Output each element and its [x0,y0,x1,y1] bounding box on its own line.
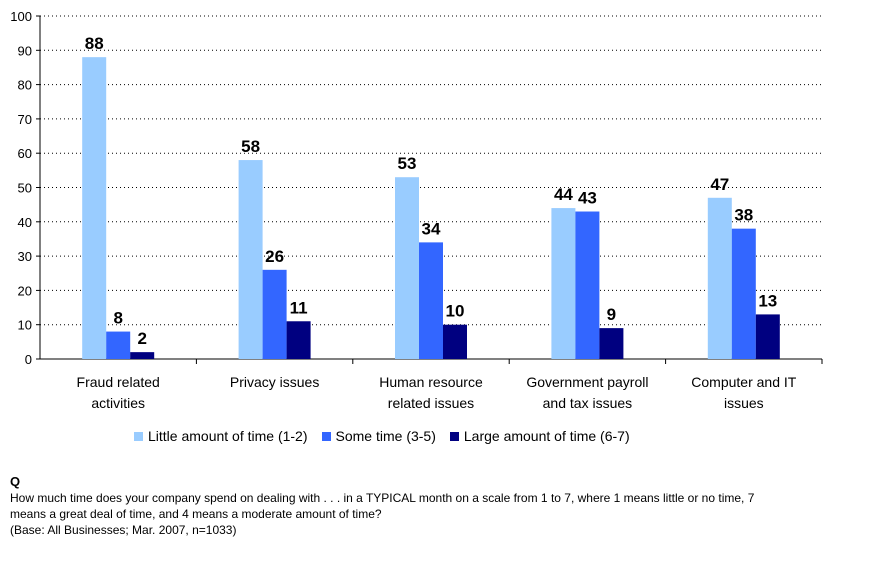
bar [82,57,107,359]
legend-swatch-large [449,431,459,441]
bar [262,269,287,359]
bar [575,211,600,359]
category-label: related issues [388,395,474,411]
data-label: 8 [113,309,122,328]
y-tick-label: 10 [18,318,32,333]
bar [395,177,419,359]
data-label: 26 [265,247,284,266]
y-tick-label: 20 [18,283,32,298]
y-tick-label: 60 [18,146,32,161]
y-tick-label: 40 [18,215,32,230]
data-label: 43 [578,189,597,208]
y-tick-label: 100 [10,9,32,24]
y-tick-label: 30 [18,249,32,264]
bar [130,352,155,359]
legend-label-large: Large amount of time (6-7) [463,428,630,444]
bar [419,242,443,359]
question-footnote: Q How much time does your company spend … [10,474,870,538]
category-label: Human resource [379,374,483,390]
bar [599,328,624,359]
y-tick-label: 70 [18,112,32,127]
y-tick-label: 80 [18,78,32,93]
legend-swatch-little [134,431,143,441]
data-label: 47 [710,175,729,194]
base-note: (Base: All Businesses; Mar. 2007, n=1033… [10,523,237,537]
question-text-line-1: How much time does your company spend on… [10,491,755,505]
question-text-line-2: means a great deal of time, and 4 means … [10,507,382,521]
data-label: 13 [758,291,777,310]
data-label: 53 [398,154,417,173]
legend-swatch-some [321,431,331,441]
category-label: Government payroll [526,374,648,390]
category-label: and tax issues [543,395,633,411]
category-label: Privacy issues [230,374,319,390]
data-label: 38 [734,206,753,225]
category-label: issues [724,395,764,411]
y-tick-label: 50 [18,181,32,196]
data-label: 34 [422,219,441,238]
legend-item-some: Some time (3-5) [321,428,436,444]
bar [106,331,131,359]
y-tick-label: 0 [25,352,32,367]
bar [286,321,311,359]
bar [443,324,467,359]
bar [551,208,576,359]
data-label: 44 [554,185,573,204]
legend-label-some: Some time (3-5) [335,428,436,444]
category-label: Computer and IT [691,374,796,390]
data-label: 2 [137,329,146,348]
data-label: 9 [607,305,616,324]
y-tick-label: 90 [18,43,32,58]
legend: Little amount of time (1-2) Some time (3… [134,426,644,446]
question-marker: Q [10,474,21,489]
bar [238,160,263,359]
category-label: Fraud related [77,374,160,390]
data-label: 10 [446,302,465,321]
bar [707,197,732,359]
legend-label-little: Little amount of time (1-2) [148,428,308,444]
legend-item-large: Large amount of time (6-7) [449,428,630,444]
legend-item-little: Little amount of time (1-2) [134,428,308,444]
bar [755,314,780,359]
bar [731,228,756,359]
data-label: 88 [85,34,104,53]
data-label: 58 [241,137,260,156]
data-label: 11 [290,298,308,317]
category-label: activities [91,395,145,411]
